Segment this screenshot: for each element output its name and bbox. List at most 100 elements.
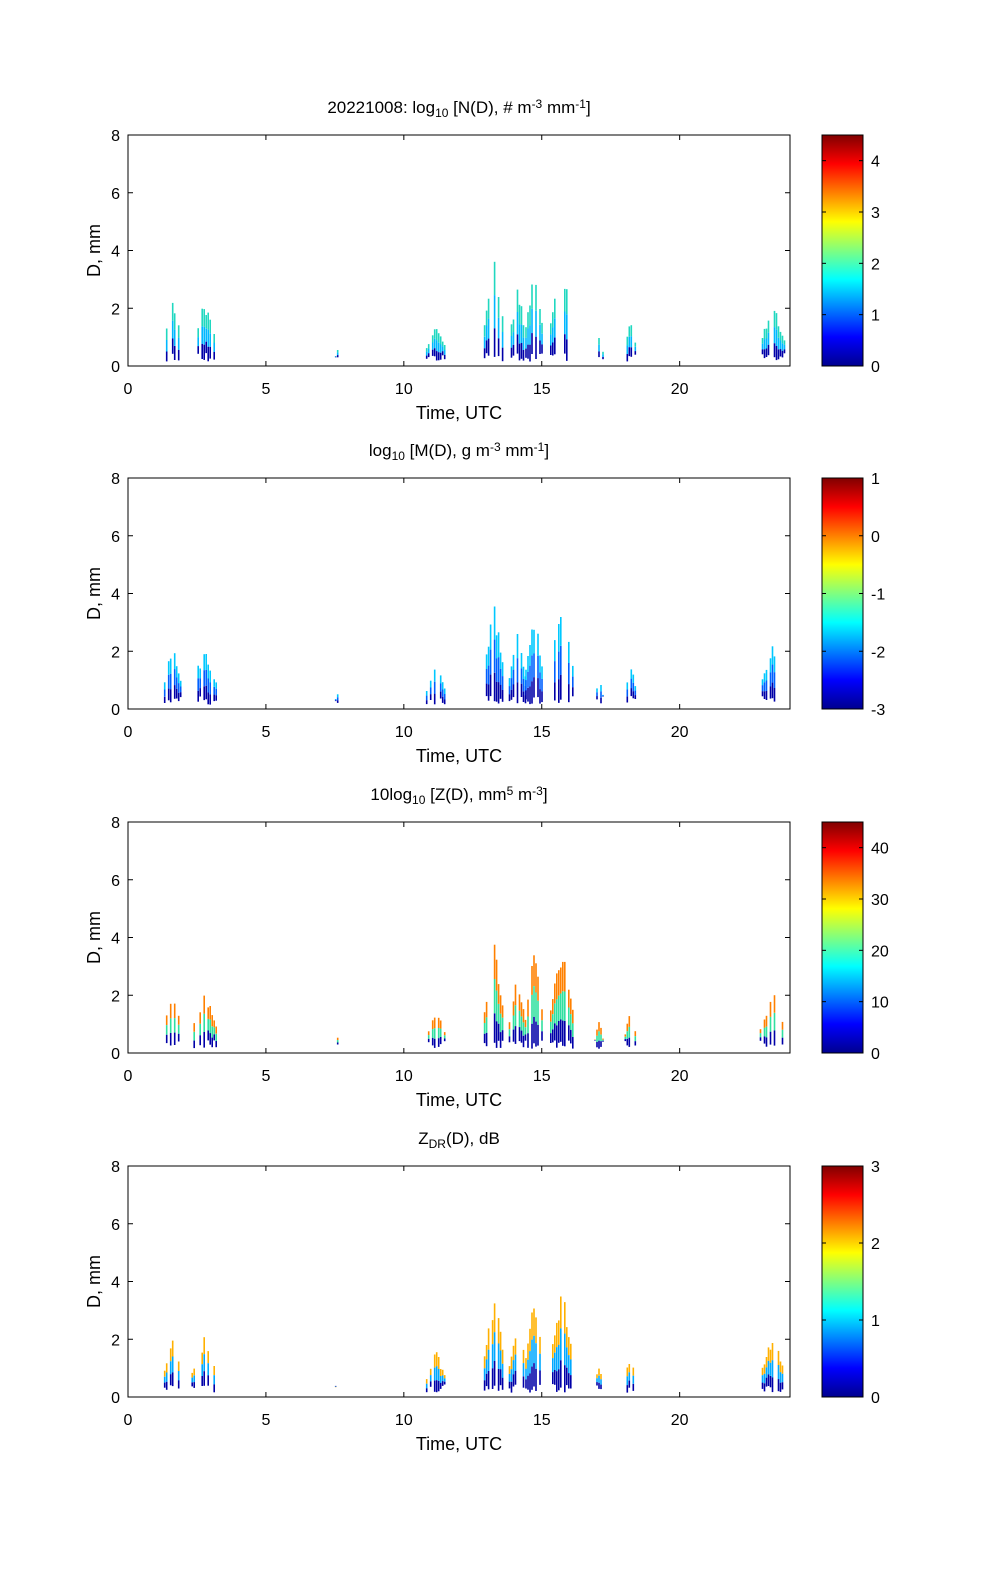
heatmap-cell xyxy=(193,1375,195,1382)
heatmap-cell xyxy=(629,1016,631,1027)
heatmap-cell xyxy=(211,1015,213,1026)
heatmap-cell xyxy=(426,356,428,359)
x-tick-label: 5 xyxy=(261,1412,270,1429)
heatmap-cell xyxy=(500,1014,502,1032)
heatmap-cell xyxy=(782,1382,784,1389)
heatmap-cell xyxy=(519,1027,521,1041)
heatmap-cell xyxy=(172,1357,174,1373)
heatmap-cell xyxy=(209,694,211,704)
heatmap-cell xyxy=(527,656,529,672)
heatmap-cell xyxy=(535,1022,537,1047)
heatmap-cell xyxy=(521,343,523,359)
heatmap-cell xyxy=(598,1022,600,1031)
heatmap-cell xyxy=(772,665,774,683)
heatmap-cell xyxy=(560,1020,562,1042)
heatmap-cell xyxy=(502,1018,504,1030)
heatmap-cell xyxy=(629,326,631,336)
heatmap-cell xyxy=(178,1371,180,1381)
heatmap-cell xyxy=(774,688,776,702)
heatmap-cell xyxy=(635,1031,637,1036)
heatmap-cell xyxy=(511,1382,513,1393)
heatmap-cell xyxy=(600,698,602,704)
heatmap-cell xyxy=(426,1384,428,1389)
colorbar-tick-label: 1 xyxy=(871,308,880,325)
heatmap-cell xyxy=(428,1039,430,1042)
heatmap-cell xyxy=(600,1379,602,1384)
heatmap-cell xyxy=(178,350,180,361)
heatmap-cell xyxy=(199,678,201,688)
heatmap-cell xyxy=(602,696,604,697)
heatmap-cell xyxy=(770,658,772,672)
x-tick-label: 15 xyxy=(533,1412,551,1429)
heatmap-cell xyxy=(207,313,209,330)
heatmap-cell xyxy=(635,695,637,699)
heatmap-cell xyxy=(778,1365,780,1379)
panel-zdr: ZDR(D), dB 0 5 10 15 20 0 2 4 6 8 Time, UTC D, mm 0 1 2… xyxy=(84,1129,880,1454)
colorbar-tick-label: 2 xyxy=(871,256,880,273)
heatmap-cell xyxy=(782,1374,784,1382)
heatmap-cell xyxy=(209,1033,211,1045)
heatmap-cell xyxy=(515,985,517,1006)
heatmap-cell xyxy=(525,1379,527,1388)
heatmap-cell xyxy=(772,1377,774,1392)
heatmap-cell xyxy=(541,1009,543,1020)
heatmap-cell xyxy=(486,669,488,684)
heatmap-cell xyxy=(191,1378,193,1383)
heatmap-cell xyxy=(523,1036,525,1047)
heatmap-cell xyxy=(199,688,201,696)
heatmap-cell xyxy=(529,1329,531,1351)
heatmap-cell xyxy=(550,1022,552,1033)
heatmap-cell xyxy=(568,1337,570,1355)
heatmap-cell xyxy=(782,343,784,351)
heatmap-cell xyxy=(203,654,205,670)
colorbar-tick-label: 40 xyxy=(871,841,889,858)
heatmap-cell xyxy=(762,1368,764,1375)
heatmap-cell xyxy=(635,1041,637,1045)
heatmap-cell xyxy=(633,683,635,691)
x-tick-label: 20 xyxy=(671,381,689,398)
heatmap-cell xyxy=(541,334,543,345)
heatmap-cell xyxy=(201,309,203,327)
heatmap-cell xyxy=(776,346,778,360)
heatmap-cell xyxy=(782,336,784,344)
x-tick-label: 5 xyxy=(261,1068,270,1085)
heatmap-cell xyxy=(215,1034,217,1041)
heatmap-cell xyxy=(558,1021,560,1043)
heatmap-cell xyxy=(523,1376,525,1387)
heatmap-cell xyxy=(178,1025,180,1034)
y-tick-label: 8 xyxy=(111,128,120,145)
heatmap-cell xyxy=(203,1371,205,1386)
heatmap-cell xyxy=(782,1030,784,1038)
heatmap-cell xyxy=(486,340,488,353)
heatmap-cell xyxy=(213,687,215,695)
heatmap-cell xyxy=(560,646,562,675)
heatmap-cell xyxy=(213,679,215,687)
plot-area xyxy=(128,478,790,709)
heatmap-cell xyxy=(205,654,207,670)
heatmap-cell xyxy=(566,1368,568,1385)
colorbar-tick-label: 4 xyxy=(871,154,880,171)
heatmap-cell xyxy=(782,1038,784,1045)
heatmap-cell xyxy=(426,348,428,352)
heatmap-cell xyxy=(436,340,438,351)
heatmap-cell xyxy=(511,348,513,358)
heatmap-cell xyxy=(203,686,205,700)
heatmap-cell xyxy=(764,339,766,349)
heatmap-cell xyxy=(635,691,637,696)
heatmap-cell xyxy=(764,1374,766,1383)
x-tick-label: 15 xyxy=(533,1068,551,1085)
colorbar-tick-label: 0 xyxy=(871,1046,880,1063)
heatmap-cell xyxy=(337,353,339,356)
heatmap-cell xyxy=(500,669,502,685)
heatmap-cell xyxy=(494,607,496,640)
heatmap-cell xyxy=(560,968,562,994)
heatmap-cell xyxy=(772,646,774,664)
heatmap-cell xyxy=(438,343,440,353)
colorbar-tick-label: 20 xyxy=(871,943,889,960)
heatmap-cell xyxy=(209,1006,211,1020)
heatmap-cell xyxy=(531,1367,533,1390)
panel-title: log10 [M(D), g m-3 mm-1] xyxy=(369,440,549,463)
heatmap-cell xyxy=(627,1385,629,1393)
heatmap-cell xyxy=(778,349,780,359)
heatmap-cell xyxy=(766,1027,768,1038)
